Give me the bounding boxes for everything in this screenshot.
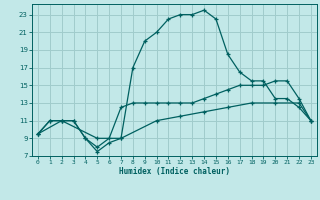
X-axis label: Humidex (Indice chaleur): Humidex (Indice chaleur) [119,167,230,176]
